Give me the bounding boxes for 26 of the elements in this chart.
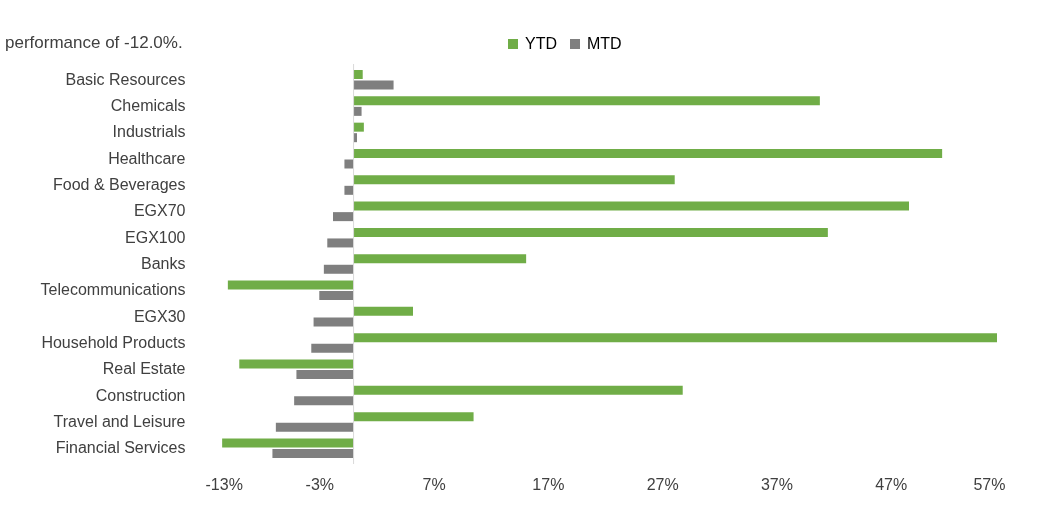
y-tick-label: Telecommunications: [40, 281, 186, 299]
x-tick-label: 7%: [422, 475, 446, 493]
y-tick-label: Chemicals: [110, 97, 186, 115]
y-tick-label: Industrials: [112, 123, 186, 141]
x-tick-label: -3%: [305, 475, 335, 493]
y-tick-label: Travel and Leisure: [53, 412, 186, 430]
y-tick-label: Financial Services: [55, 439, 186, 457]
y-tick-label: EGX30: [133, 307, 186, 325]
x-tick-label: 27%: [646, 475, 679, 493]
legend-label: MTD: [587, 35, 622, 52]
x-tick-label: 37%: [760, 475, 793, 493]
y-tick-label: Real Estate: [102, 360, 186, 378]
x-tick-label: 57%: [973, 475, 1006, 493]
y-tick-label: Banks: [141, 255, 186, 272]
y-tick-label: Healthcare: [108, 149, 186, 167]
y-tick-label: Basic Resources: [65, 70, 186, 88]
y-tick-label: Household Products: [41, 333, 186, 351]
x-tick-label: 17%: [532, 475, 565, 493]
text: performance of -12.0%.: [5, 33, 183, 52]
y-tick-label: EGX70: [133, 202, 186, 220]
x-tick-label: -13%: [205, 475, 243, 493]
y-tick-label: Construction: [95, 386, 186, 404]
y-tick-label: EGX100: [125, 228, 186, 246]
legend-label: YTD: [525, 35, 557, 52]
y-tick-label: Food & Beverages: [52, 176, 186, 194]
x-tick-label: 47%: [875, 475, 908, 493]
